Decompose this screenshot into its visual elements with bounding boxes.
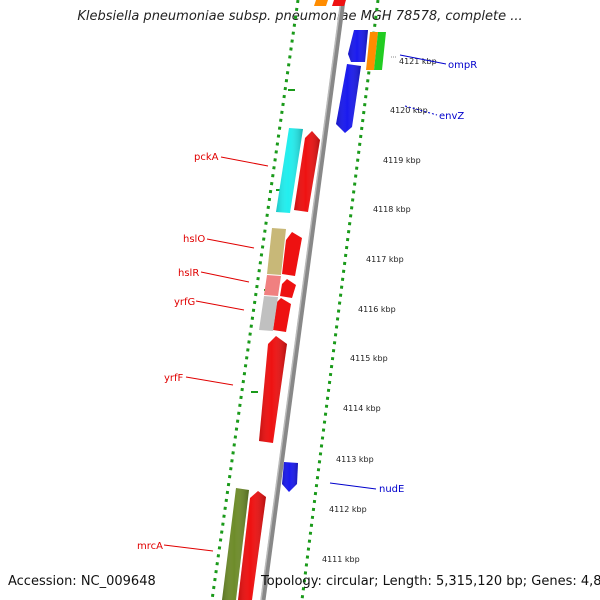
gene-label-hslO: hslO (183, 234, 205, 245)
gene-labels: ompR envZ pckA hslO hslR yrfG yrfF nudE … (137, 60, 477, 552)
kbp-label: 4119 kbp (383, 156, 421, 165)
kbp-label: 4120 kbp (390, 106, 428, 115)
gene-yrfG-bar (259, 296, 278, 331)
topology-text: Topology: circular; Length: 5,315,120 bp… (261, 574, 600, 589)
gene-ompR-block (348, 30, 386, 70)
kbp-label: 4116 kbp (358, 305, 396, 314)
gene-hslO-bar (267, 228, 286, 275)
gene-top-red (332, 0, 346, 6)
gene-top-orange (314, 0, 328, 6)
scale-labels: 4121 kbp 4120 kbp 4119 kbp 4118 kbp 4117… (322, 56, 437, 564)
kbp-label: 4113 kbp (336, 455, 374, 464)
gene-nudE-block (282, 462, 298, 492)
inner-dotted-ring (210, 0, 300, 600)
gene-hslR-bar (264, 275, 281, 296)
gene-label-envZ: envZ (439, 111, 464, 122)
gene-label-nudE: nudE (379, 484, 404, 495)
gene-mrcA-bar (222, 488, 249, 600)
kbp-label: 4115 kbp (350, 354, 388, 363)
accession-text: Accession: NC_009648 (8, 574, 156, 589)
gene-label-ompR: ompR (448, 60, 477, 71)
kbp-label: 4111 kbp (322, 555, 360, 564)
kbp-label: 4117 kbp (366, 255, 404, 264)
genome-backbone (260, 0, 346, 600)
gene-pckA-bar (276, 128, 303, 213)
gene-label-mrcA: mrcA (137, 541, 163, 552)
gene-envZ-block (336, 64, 361, 133)
kbp-label: 4121 kbp (399, 57, 437, 66)
kbp-label: 4118 kbp (373, 205, 411, 214)
map-title: Klebsiella pneumoniae subsp. pneumoniae … (77, 9, 523, 24)
kbp-label: 4114 kbp (343, 404, 381, 413)
label-leader-lines (163, 54, 447, 552)
gene-label-pckA: pckA (194, 152, 219, 163)
gene-label-hslR: hslR (178, 268, 199, 279)
gene-label-yrfF: yrfF (164, 373, 184, 384)
kbp-label: 4112 kbp (329, 505, 367, 514)
gene-label-yrfG: yrfG (174, 297, 195, 308)
